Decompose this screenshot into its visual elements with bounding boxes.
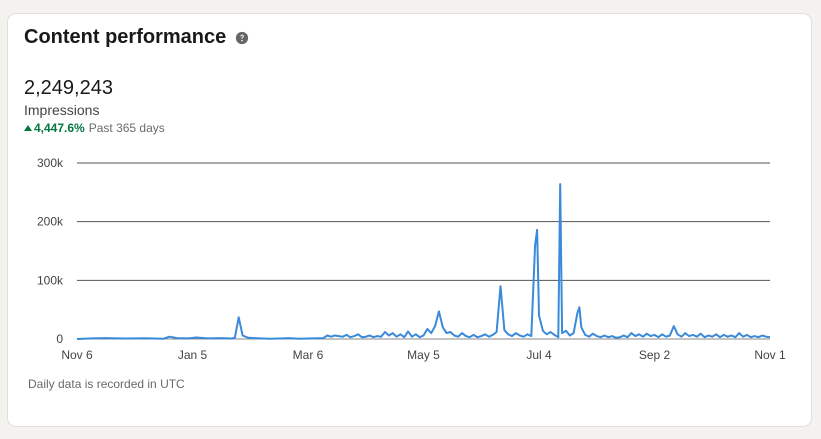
x-tick-label: Jul 4: [526, 348, 552, 362]
caret-up-icon: [24, 125, 32, 131]
utc-footnote: Daily data is recorded in UTC: [28, 377, 185, 391]
x-tick-label: Nov 6: [61, 348, 93, 362]
impressions-label: Impressions: [24, 102, 100, 118]
x-tick-label: May 5: [407, 348, 440, 362]
x-tick-label: Mar 6: [293, 348, 324, 362]
x-tick-label: Sep 2: [639, 348, 671, 362]
content-performance-card: [7, 13, 812, 427]
card-header: Content performance: [24, 26, 249, 49]
y-tick-label: 100k: [37, 273, 64, 287]
x-tick-label: Nov 1: [754, 348, 786, 362]
change-summary: 4,447.6% Past 365 days: [24, 121, 165, 135]
change-value-wrapper: 4,447.6%: [24, 121, 85, 135]
change-period: Past 365 days: [88, 121, 165, 135]
x-tick-label: Jan 5: [178, 348, 208, 362]
y-tick-label: 300k: [37, 156, 64, 170]
question-circle-icon[interactable]: [235, 31, 249, 45]
y-tick-label: 200k: [37, 215, 64, 229]
y-tick-label: 0: [56, 332, 63, 346]
impressions-series-line[interactable]: [76, 183, 771, 340]
change-percent: 4,447.6%: [34, 121, 85, 135]
card-title: Content performance: [24, 26, 227, 48]
impressions-total: 2,249,243: [24, 77, 113, 99]
